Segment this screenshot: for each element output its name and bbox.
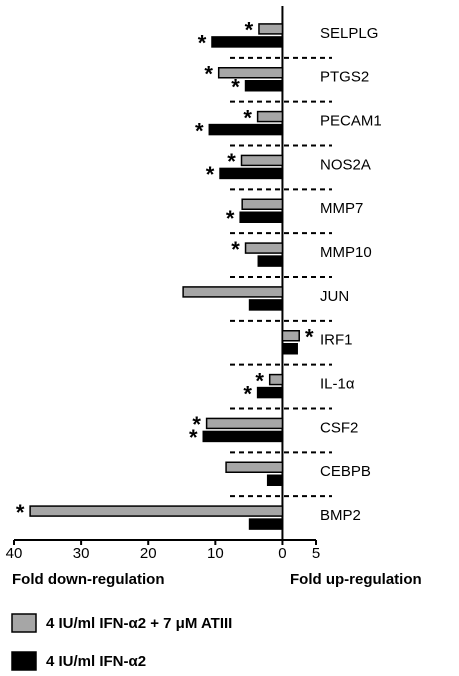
- bar: [202, 430, 284, 443]
- significance-mark: *: [195, 118, 204, 143]
- gene-label: PTGS2: [320, 69, 369, 86]
- bar: [248, 299, 284, 311]
- gene-label: NOS2A: [320, 156, 371, 173]
- significance-mark: *: [192, 412, 201, 437]
- bar: [244, 80, 284, 92]
- significance-mark: *: [16, 500, 25, 525]
- significance-mark: *: [305, 325, 314, 350]
- significance-mark: *: [226, 206, 235, 231]
- significance-mark: *: [255, 368, 264, 393]
- significance-mark: *: [231, 75, 240, 100]
- bar: [266, 474, 284, 486]
- x-tick-label: 0: [278, 545, 286, 562]
- bar: [205, 417, 284, 430]
- bar: [256, 386, 284, 399]
- legend-label: 4 IU/ml IFN-α2: [46, 653, 146, 670]
- significance-mark: *: [198, 31, 207, 56]
- significance-mark: *: [227, 149, 236, 174]
- x-tick-label: 10: [207, 545, 224, 562]
- bar: [240, 154, 284, 167]
- bar: [256, 110, 284, 123]
- bar: [208, 123, 284, 136]
- significance-mark: *: [245, 18, 254, 43]
- legend-swatch: [11, 613, 37, 633]
- bar: [268, 373, 284, 386]
- significance-mark: *: [204, 62, 213, 87]
- bar: [211, 36, 284, 48]
- x-tick-label: 5: [312, 545, 320, 562]
- significance-mark: *: [206, 162, 215, 187]
- bar: [258, 23, 284, 35]
- gene-label: IL-1α: [320, 376, 355, 393]
- gene-label: IRF1: [320, 332, 353, 349]
- significance-mark: *: [189, 425, 198, 450]
- bar: [241, 198, 284, 210]
- bar: [281, 343, 298, 355]
- x-tick-label: 40: [6, 545, 23, 562]
- gene-label: SELPLG: [320, 25, 378, 42]
- gene-label: PECAM1: [320, 113, 382, 130]
- bar: [182, 286, 284, 298]
- bar: [219, 167, 284, 180]
- gene-label: BMP2: [320, 507, 361, 524]
- bar: [281, 330, 300, 342]
- bar: [225, 461, 284, 473]
- legend-swatch: [11, 651, 37, 671]
- bar: [29, 505, 284, 517]
- significance-mark: *: [243, 105, 252, 130]
- bar: [217, 67, 284, 79]
- x-label-right: Fold up-regulation: [290, 571, 422, 588]
- gene-label: MMP7: [320, 200, 363, 217]
- bar: [244, 242, 284, 254]
- x-label-left: Fold down-regulation: [12, 571, 164, 588]
- gene-label: CSF2: [320, 419, 358, 436]
- legend-label: 4 IU/ml IFN-α2 + 7 μM ATIII: [46, 615, 232, 632]
- gene-label: MMP10: [320, 244, 372, 261]
- x-tick-label: 30: [73, 545, 90, 562]
- x-tick-label: 20: [140, 545, 157, 562]
- bar: [248, 518, 284, 530]
- gene-label: CEBPB: [320, 463, 371, 480]
- bar: [257, 255, 284, 267]
- significance-mark: *: [231, 237, 240, 262]
- gene-label: JUN: [320, 288, 349, 305]
- bar: [239, 211, 284, 223]
- significance-mark: *: [243, 381, 252, 406]
